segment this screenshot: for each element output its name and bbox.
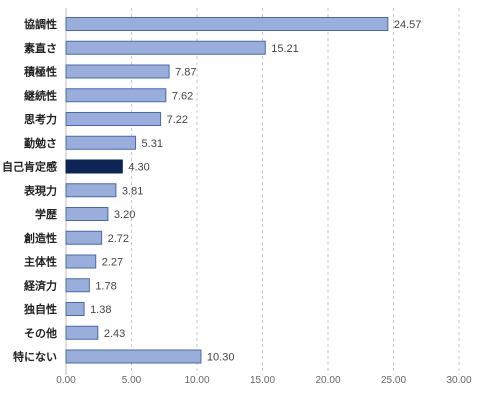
bar	[65, 40, 266, 55]
bar	[65, 349, 202, 364]
bar	[65, 207, 109, 221]
labels: 0.00 5.00 10.00 15.00 20.00 25.00 30.00 協調性 24.5…	[2, 17, 472, 386]
bars	[65, 17, 389, 364]
value-label: 5.31	[142, 138, 163, 150]
bar	[65, 302, 85, 316]
bar	[65, 64, 170, 79]
bar	[65, 159, 123, 174]
value-label: 3.20	[114, 209, 135, 221]
bar	[65, 88, 167, 103]
category-label: 表現力	[23, 183, 57, 197]
category-label: 協調性	[24, 17, 57, 31]
category-label: 主体性	[24, 255, 57, 269]
category-label: 学歴	[35, 207, 57, 221]
x-tick-label: 20.00	[315, 375, 340, 386]
x-tick-label: 10.00	[184, 375, 209, 386]
x-tick-label: 0.00	[56, 375, 76, 386]
category-label: 自己肯定感	[2, 160, 57, 174]
bar	[65, 112, 162, 126]
category-label: 創造性	[23, 231, 57, 245]
bar	[65, 254, 97, 269]
value-label: 1.38	[90, 304, 111, 316]
value-label: 15.21	[271, 43, 299, 55]
bar	[65, 278, 90, 293]
value-label: 7.22	[167, 114, 188, 126]
category-label: 継続性	[24, 88, 57, 102]
bar	[65, 135, 137, 150]
bar	[65, 183, 117, 198]
bar	[65, 230, 103, 245]
value-label: 3.81	[122, 185, 143, 197]
category-label: その他	[24, 326, 57, 340]
x-tick-label: 25.00	[381, 375, 406, 386]
category-label: 経済力	[24, 278, 57, 292]
value-label: 24.57	[394, 19, 422, 31]
value-label: 2.27	[102, 257, 123, 269]
x-tick-label: 5.00	[122, 375, 142, 386]
category-label: 積極性	[23, 65, 57, 79]
value-label: 2.72	[108, 233, 129, 245]
category-label: 独自性	[23, 302, 57, 316]
category-label: 思考力	[24, 112, 57, 126]
x-tick-label: 15.00	[250, 375, 275, 386]
value-label: 1.78	[95, 280, 116, 292]
value-label: 10.30	[207, 352, 235, 364]
value-label: 7.62	[172, 90, 193, 102]
category-label: 勤勉さ	[24, 136, 57, 150]
category-label: 素直さ	[24, 41, 57, 55]
bar	[65, 325, 99, 340]
value-label: 2.43	[104, 328, 125, 340]
value-label: 4.30	[128, 162, 149, 174]
value-label: 7.87	[175, 67, 196, 79]
x-tick-label: 30.00	[446, 375, 471, 386]
bar	[65, 17, 389, 31]
category-label: 特にない	[13, 350, 57, 364]
